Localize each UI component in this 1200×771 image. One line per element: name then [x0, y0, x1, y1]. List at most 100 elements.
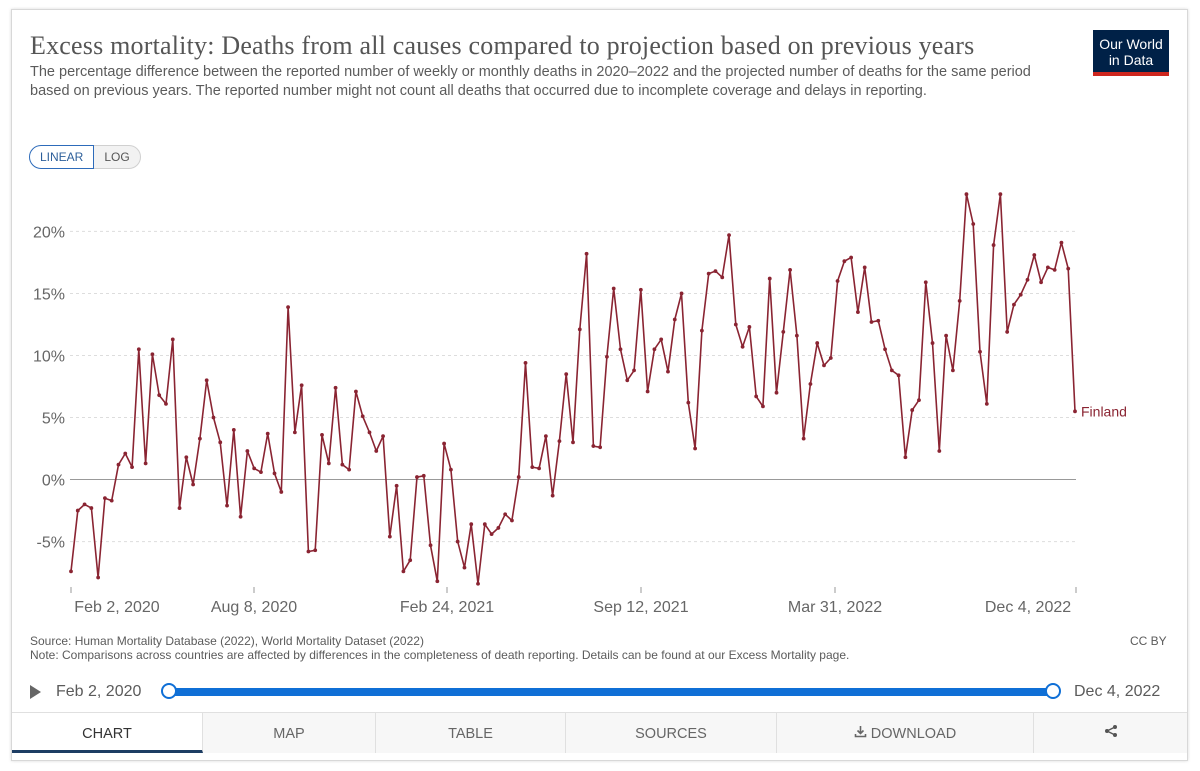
data-point	[354, 389, 358, 394]
data-point	[652, 347, 657, 352]
data-point	[510, 518, 514, 523]
data-point	[204, 378, 209, 383]
tab-chart[interactable]: CHART	[12, 713, 203, 753]
tab-download[interactable]: DOWNLOAD	[777, 713, 1034, 753]
data-point	[367, 430, 372, 435]
data-point	[1073, 409, 1077, 414]
data-point	[727, 233, 731, 238]
x-tick-label: Sep 12, 2021	[593, 599, 688, 616]
data-point	[333, 385, 338, 390]
x-tick-label: Mar 31, 2022	[788, 599, 882, 616]
data-point	[259, 470, 263, 475]
data-point	[1005, 330, 1010, 334]
data-point	[659, 337, 664, 342]
data-point	[252, 466, 257, 471]
data-point	[218, 440, 223, 445]
timeline-start-handle[interactable]	[161, 683, 177, 699]
data-point	[543, 434, 548, 439]
data-point	[781, 330, 786, 334]
share-button[interactable]	[1034, 713, 1187, 753]
data-point	[170, 337, 175, 342]
grid-layer	[70, 230, 1076, 543]
play-icon[interactable]	[30, 685, 41, 699]
data-point	[842, 259, 847, 264]
data-point	[516, 475, 521, 479]
source-line: Source: Human Mortality Database (2022),…	[30, 634, 424, 648]
y-tick-label: 15%	[33, 286, 65, 303]
data-point	[740, 344, 745, 349]
data-point	[415, 475, 419, 479]
data-point	[123, 451, 128, 456]
linear-scale-button[interactable]: LINEAR	[29, 145, 95, 169]
data-point	[442, 441, 447, 446]
owid-logo[interactable]: Our World in Data	[1093, 30, 1169, 76]
data-point	[984, 401, 989, 406]
data-point	[733, 322, 738, 327]
data-point	[116, 462, 121, 467]
data-point	[747, 325, 752, 329]
data-point	[482, 522, 487, 527]
data-point	[591, 444, 596, 448]
timeline-end-handle[interactable]	[1045, 683, 1061, 699]
note-line: Note: Comparisons across countries are a…	[30, 648, 850, 662]
share-icon	[1104, 725, 1118, 742]
tab-sources[interactable]: SOURCES	[566, 713, 777, 753]
data-point	[136, 347, 141, 352]
data-point	[815, 341, 820, 345]
data-point	[822, 363, 826, 368]
data-point	[530, 465, 535, 470]
data-point	[1045, 265, 1050, 270]
scale-toggle: LINEAR LOG	[29, 145, 141, 169]
tab-table[interactable]: TABLE	[376, 713, 566, 753]
data-point	[299, 383, 304, 388]
data-point	[211, 415, 216, 420]
data-point	[469, 522, 474, 527]
label-layer: Finland	[1081, 403, 1127, 419]
data-point	[306, 549, 311, 554]
data-point	[503, 512, 508, 517]
license-link[interactable]: CC BY	[1130, 634, 1167, 648]
data-point	[767, 276, 772, 281]
data-point	[991, 243, 996, 247]
data-point	[564, 372, 569, 376]
data-point	[761, 404, 765, 409]
data-point	[706, 271, 711, 276]
data-point	[476, 581, 480, 586]
data-point	[808, 382, 813, 386]
data-point	[896, 373, 901, 378]
data-point	[177, 506, 182, 510]
line-chart: -5% 0% 5% 10% 15% 20% Feb 2, 2020 Aug 8, 2020 Fe…	[33, 192, 1127, 616]
data-point	[645, 389, 650, 394]
data-point	[448, 467, 453, 472]
data-point	[828, 356, 833, 360]
log-scale-button[interactable]: LOG	[93, 145, 141, 169]
data-point	[876, 318, 881, 323]
data-point	[666, 369, 670, 374]
timeline: Feb 2, 2020 Dec 4, 2022	[30, 680, 1170, 710]
timeline-track[interactable]	[170, 688, 1054, 696]
data-point	[950, 368, 955, 373]
data-point	[1039, 280, 1043, 285]
tab-map[interactable]: MAP	[203, 713, 376, 753]
series-label-finland: Finland	[1081, 403, 1127, 419]
data-point	[238, 514, 243, 519]
data-point	[360, 414, 365, 419]
data-point	[679, 291, 684, 296]
data-point	[82, 502, 87, 507]
y-tick-label: 0%	[42, 473, 65, 490]
data-point	[197, 436, 202, 441]
data-point	[862, 265, 867, 270]
data-point	[856, 310, 860, 314]
data-point	[231, 428, 236, 432]
data-point	[903, 455, 908, 460]
data-point	[320, 432, 324, 437]
data-point	[292, 430, 297, 435]
timeline-end-label: Dec 4, 2022	[1074, 683, 1161, 700]
data-point	[96, 575, 101, 580]
data-point	[584, 251, 589, 256]
data-point	[1025, 277, 1030, 282]
chart-title: Excess mortality: Deaths from all causes…	[30, 31, 975, 60]
data-point	[1059, 240, 1064, 245]
data-point	[184, 455, 189, 460]
data-point	[978, 349, 982, 354]
